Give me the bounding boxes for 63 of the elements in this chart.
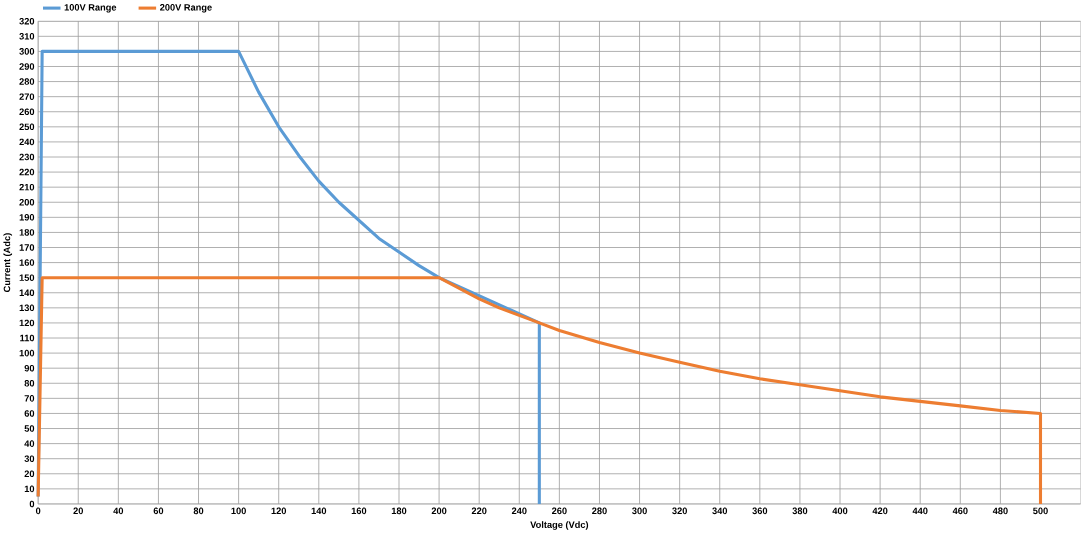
- x-tick-label: 160: [351, 507, 367, 514]
- x-tick-label: 120: [271, 507, 287, 514]
- y-tick-label: 240: [19, 138, 35, 146]
- y-tick-label: 270: [19, 93, 35, 100]
- y-tick-label: 170: [19, 244, 35, 251]
- y-tick-label: 210: [19, 183, 35, 191]
- x-tick-label: 400: [832, 507, 848, 514]
- x-tick-label: 100: [231, 507, 246, 514]
- x-tick-label: 300: [632, 507, 647, 514]
- y-tick-label: 50: [24, 425, 35, 432]
- y-tick-label: 140: [19, 289, 35, 296]
- y-tick-label: 220: [19, 168, 35, 176]
- y-tick-label: 20: [24, 470, 35, 477]
- x-tick-label: 380: [792, 507, 808, 514]
- x-tick-label: 280: [592, 507, 607, 514]
- y-tick-label: 120: [19, 319, 35, 327]
- x-tick-label: 500: [1033, 507, 1048, 514]
- y-tick-label: 110: [20, 334, 35, 342]
- x-tick-label: 220: [471, 507, 487, 514]
- y-tick-label: 280: [19, 78, 35, 85]
- x-tick-label: 240: [511, 507, 527, 514]
- y-tick-label: 180: [19, 229, 35, 236]
- y-tick-label: 10: [24, 485, 35, 493]
- legend-label: 200V Range: [160, 3, 212, 13]
- x-tick-label: 440: [912, 507, 928, 514]
- x-tick-label: 480: [992, 507, 1008, 514]
- y-tick-label: 230: [19, 153, 35, 161]
- x-tick-label: 340: [712, 507, 728, 514]
- x-tick-label: 360: [752, 507, 768, 514]
- x-tick-label: 80: [193, 507, 204, 514]
- y-tick-label: 90: [24, 364, 35, 372]
- y-tick-label: 290: [19, 63, 35, 70]
- x-tick-label: 20: [73, 507, 84, 514]
- y-tick-label: 100: [19, 349, 35, 357]
- y-tick-label: 190: [19, 213, 35, 221]
- y-tick-label: 160: [19, 259, 35, 266]
- y-tick-label: 250: [19, 123, 35, 130]
- x-tick-label: 40: [113, 507, 124, 514]
- x-tick-label: 60: [153, 507, 164, 514]
- y-tick-label: 310: [19, 32, 35, 40]
- x-tick-label: 140: [311, 507, 327, 514]
- y-tick-label: 80: [24, 379, 35, 387]
- y-tick-label: 320: [19, 17, 35, 25]
- y-tick-label: 150: [19, 274, 35, 281]
- x-tick-label: 180: [391, 507, 407, 514]
- y-tick-label: 130: [19, 304, 35, 311]
- x-tick-label: 0: [35, 507, 41, 514]
- x-tick-label: 460: [952, 507, 968, 514]
- x-axis-title: Voltage (Vdc): [530, 521, 589, 530]
- x-tick-label: 200: [431, 507, 447, 514]
- y-tick-label: 70: [24, 394, 35, 402]
- y-tick-label: 40: [24, 440, 35, 447]
- y-tick-label: 200: [19, 198, 35, 206]
- x-tick-label: 260: [551, 507, 567, 514]
- y-tick-label: 60: [24, 410, 35, 417]
- y-axis-title: Current (Adc): [3, 233, 13, 292]
- x-tick-label: 420: [872, 507, 888, 514]
- y-tick-label: 30: [24, 455, 35, 462]
- y-tick-label: 0: [29, 500, 35, 508]
- legend-label: 100V Range: [64, 3, 117, 13]
- y-tick-label: 300: [19, 48, 35, 55]
- y-tick-label: 260: [19, 108, 35, 115]
- x-tick-label: 320: [672, 507, 687, 514]
